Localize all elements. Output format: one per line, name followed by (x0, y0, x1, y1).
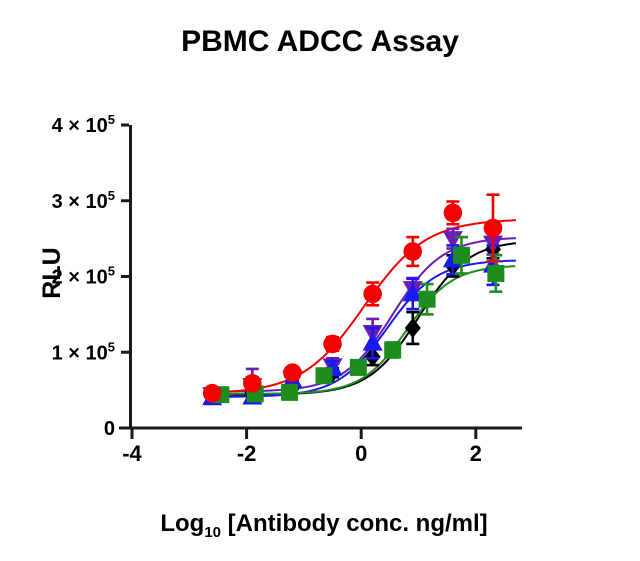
data-point-marker (363, 284, 382, 304)
x-tick-label: 2 (470, 441, 482, 466)
data-point-marker (202, 383, 222, 403)
data-point-marker (349, 358, 367, 376)
chart-title: PBMC ADCC Assay (181, 25, 459, 58)
y-tick-label: 1 × 105 (52, 339, 115, 364)
y-axis-label: RLU (38, 247, 66, 298)
data-point-marker (404, 318, 421, 339)
data-point-marker (281, 383, 299, 401)
data-point-marker (452, 246, 470, 264)
plot-area: 0 1 × 105 2 × 105 3 × 105 4 × 105 -4 -2 0 2 (52, 112, 522, 466)
data-point-marker (443, 203, 463, 223)
data-point-marker (418, 290, 436, 308)
x-tick-label: -2 (237, 441, 257, 466)
data-point-marker (243, 374, 262, 393)
data-point-marker (402, 283, 423, 302)
y-tick-label: 2 × 105 (52, 264, 115, 289)
y-tick-label: 4 × 105 (52, 112, 115, 137)
data-point-marker (403, 242, 423, 261)
y-tick-label: 3 × 105 (52, 188, 115, 213)
data-point-marker (483, 218, 503, 238)
x-tick-label: -4 (122, 441, 142, 466)
data-point-marker (442, 231, 463, 250)
data-point-marker (283, 363, 302, 383)
data-point-marker (487, 264, 505, 282)
y-tick-label: 0 (104, 418, 115, 440)
data-point-marker (384, 341, 402, 359)
data-point-marker (323, 334, 342, 354)
data-point-marker (315, 367, 333, 385)
series-red-circles (202, 193, 503, 403)
x-tick-label: 0 (355, 441, 367, 466)
data-point-marker (362, 332, 383, 351)
x-axis-label: Log10 [Antibody conc. ng/ml] (160, 510, 487, 541)
